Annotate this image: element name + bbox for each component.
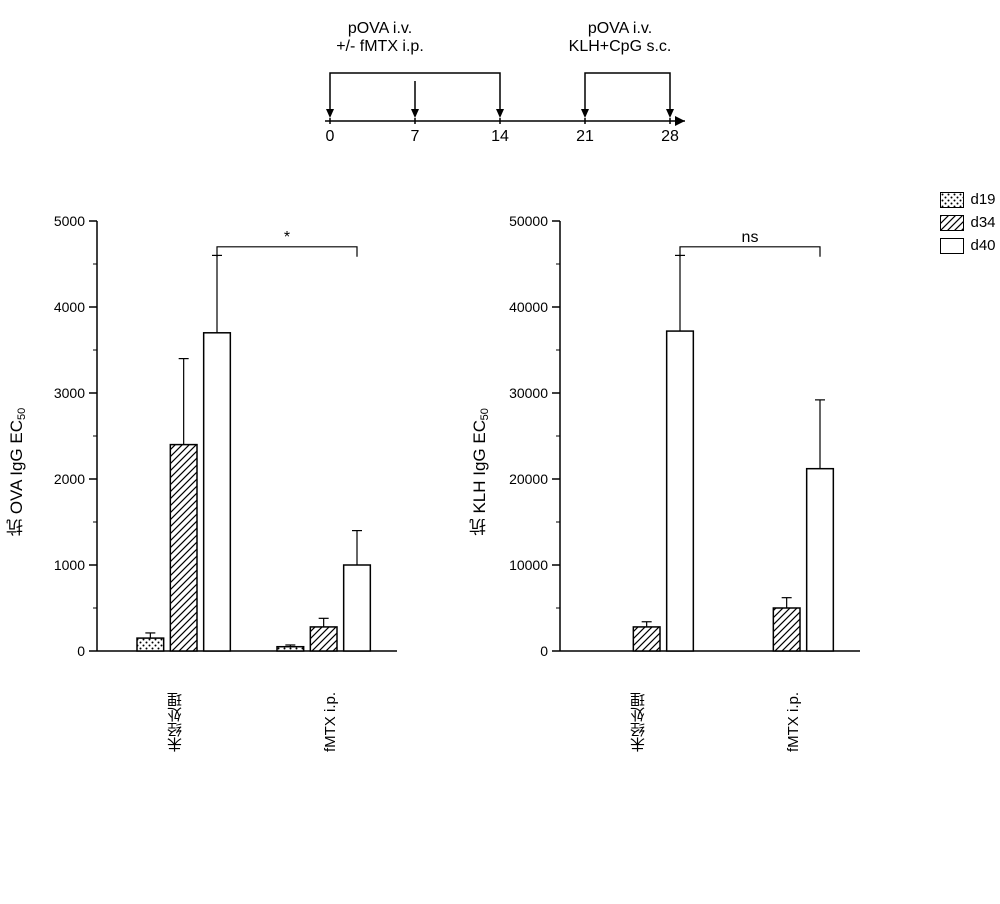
legend-swatch [940,215,964,231]
legend-swatch [940,238,964,254]
left-ylabel: 抗 OVA IgG EC50 [4,408,29,536]
svg-text:0: 0 [541,643,549,659]
left-xlabels: 未经处理 fMTX i.p. [37,692,407,752]
x-axis-label: fMTX i.p. [322,692,339,752]
svg-text:0: 0 [326,128,335,145]
scheme-label-2: pOVA i.v. KLH+CpG s.c. [540,20,700,56]
legend-item: d34 [940,214,995,231]
svg-text:ns: ns [742,229,759,246]
right-ylabel-sub: 50 [479,408,491,420]
svg-text:40000: 40000 [510,299,549,315]
left-chart-block: 抗 OVA IgG EC50 0 1000 2000 3000 4000 5000 * 未经… [4,191,407,752]
legend: d19 d34 d40 [940,191,995,260]
scheme-timeline: 0 7 14 21 28 [290,61,710,151]
svg-text:2000: 2000 [54,471,85,487]
x-axis-label: fMTX i.p. [785,692,802,752]
svg-text:20000: 20000 [510,471,549,487]
scheme-label-1: pOVA i.v. +/- fMTX i.p. [300,20,460,56]
legend-item: d19 [940,191,995,208]
svg-text:21: 21 [576,128,594,145]
svg-text:7: 7 [411,128,420,145]
scheme-label-2-line-2: KLH+CpG s.c. [540,38,700,56]
charts-row: 抗 OVA IgG EC50 010002000300040005000* 未经… [4,191,995,752]
scheme-label-1-line-2: +/- fMTX i.p. [300,38,460,56]
legend-swatch [940,192,964,208]
right-chart: 0 10000 20000 30000 40000 50000 ns [500,191,870,681]
right-ylabel-prefix: 抗 KLH IgG EC [470,420,489,535]
svg-text:30000: 30000 [510,385,549,401]
svg-text:5000: 5000 [54,213,85,229]
svg-text:50000: 50000 [510,213,549,229]
x-axis-label: 未经处理 [165,692,186,752]
scheme-label-1-line-1: pOVA i.v. [300,20,460,38]
left-ylabel-prefix: 抗 OVA IgG EC [7,420,26,536]
left-chart: 0 1000 2000 3000 4000 5000 * [37,191,407,681]
scheme-label-2-line-1: pOVA i.v. [540,20,700,38]
svg-text:10000: 10000 [510,557,549,573]
svg-text:1000: 1000 [54,557,85,573]
svg-text:3000: 3000 [54,385,85,401]
svg-text:0: 0 [78,643,86,659]
legend-label: d34 [970,214,995,231]
legend-label: d40 [970,237,995,254]
x-axis-label: 未经处理 [628,692,649,752]
right-ylabel: 抗 KLH IgG EC50 [467,408,492,535]
right-chart-block: 抗 KLH IgG EC50 0 10000 20000 30000 40000 5000… [467,191,870,752]
legend-item: d40 [940,237,995,254]
svg-text:14: 14 [491,128,509,145]
left-ylabel-sub: 50 [16,407,28,419]
svg-text:28: 28 [661,128,679,145]
svg-text:4000: 4000 [54,299,85,315]
legend-label: d19 [970,191,995,208]
dosing-scheme: pOVA i.v. +/- fMTX i.p. pOVA i.v. KLH+Cp… [250,20,750,151]
right-xlabels: 未经处理 fMTX i.p. [500,692,870,752]
svg-text:*: * [284,229,290,246]
